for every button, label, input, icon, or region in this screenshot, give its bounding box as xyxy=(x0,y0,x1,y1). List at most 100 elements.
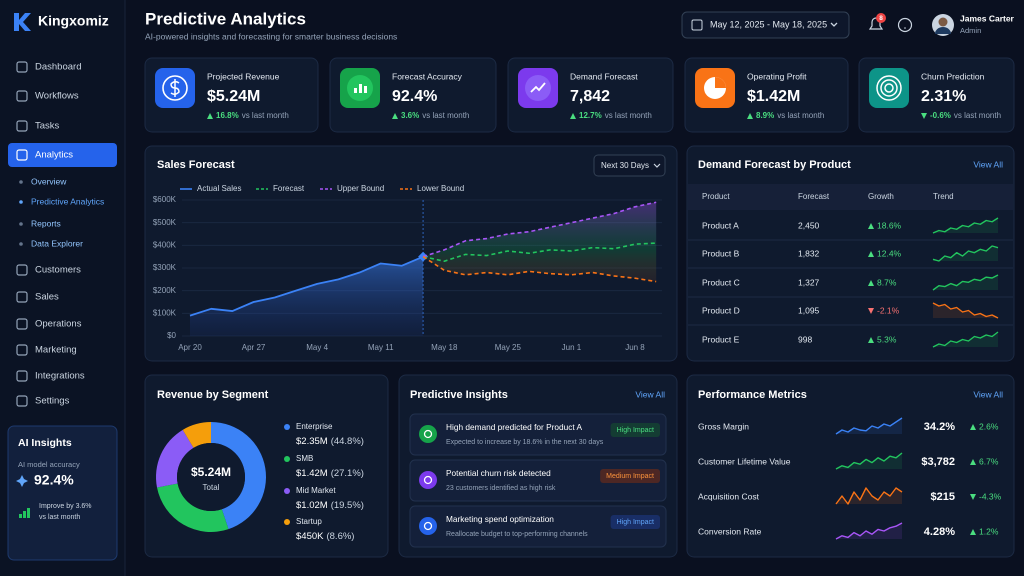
nav-item[interactable]: Workflows xyxy=(35,91,79,102)
sparkline xyxy=(835,522,903,540)
metric-value: 34.2% xyxy=(924,421,955,433)
insight-icon-glyph xyxy=(423,521,433,531)
kpi-title: Operating Profit xyxy=(747,71,807,81)
page-subtitle: AI-powered insights and forecasting for … xyxy=(145,31,397,41)
arrow-up xyxy=(970,529,976,535)
legend-value-line: $450K (8.6%) xyxy=(296,531,354,542)
subnav-item[interactable]: Predictive Analytics xyxy=(31,196,104,206)
kpi-compare: vs last month xyxy=(954,111,1001,120)
nav-item[interactable]: Operations xyxy=(35,319,82,330)
legend-value: $450K xyxy=(296,531,324,542)
subnav-dot xyxy=(19,222,23,226)
sparkline xyxy=(932,274,999,291)
metric-change: -4.3% xyxy=(979,491,1002,501)
legend-label: Mid Market xyxy=(296,486,336,495)
nav-icon xyxy=(16,370,28,382)
insight-detail: Expected to increase by 18.6% in the nex… xyxy=(446,439,604,446)
x-tick-label: May 18 xyxy=(431,343,458,352)
chart-title: Sales Forecast xyxy=(157,159,235,171)
ai-note: Improve by 3.6% xyxy=(39,503,92,510)
view-all[interactable]: View All xyxy=(973,159,1003,169)
bars-icon xyxy=(27,508,30,518)
range-dropdown[interactable] xyxy=(593,154,666,177)
ai-insights-box xyxy=(7,425,118,561)
avatar-body xyxy=(935,27,951,34)
icon-glyph xyxy=(354,88,357,93)
kpi-change: 12.7% xyxy=(579,111,602,120)
ai-title: AI Insights xyxy=(18,437,72,449)
kpi-change: 8.9% xyxy=(756,111,774,120)
growth-value: -2.1% xyxy=(877,305,900,315)
product-name: Product D xyxy=(702,305,740,315)
legend-label: Actual Sales xyxy=(197,184,241,193)
sparkline xyxy=(932,217,999,234)
metric-change: 6.7% xyxy=(979,456,999,466)
metric-name: Conversion Rate xyxy=(698,526,762,536)
notification-badge xyxy=(876,13,886,23)
date-range[interactable]: May 12, 2025 - May 18, 2025 xyxy=(710,19,827,29)
x-tick-label: May 25 xyxy=(495,343,522,352)
date-picker[interactable] xyxy=(681,11,850,39)
subnav-item[interactable]: Reports xyxy=(31,218,61,228)
x-tick-label: May 11 xyxy=(368,343,394,352)
nav-item[interactable]: Sales xyxy=(35,292,59,303)
insight-detail: Reallocate budget to top-performing chan… xyxy=(446,531,588,538)
arrow-up xyxy=(868,251,874,257)
nav-item[interactable]: Customers xyxy=(35,265,81,276)
nav-icon xyxy=(16,291,28,303)
y-tick-label: $200K xyxy=(153,286,177,295)
page-title: Predictive Analytics xyxy=(145,9,306,28)
legend-label: Forecast xyxy=(273,184,305,193)
icon-glyph xyxy=(884,83,894,93)
card-title: Performance Metrics xyxy=(698,389,807,401)
range-value[interactable]: Next 30 Days xyxy=(601,161,649,170)
icon-glyph xyxy=(876,75,902,101)
arrow-up xyxy=(207,113,213,119)
sparkline xyxy=(932,245,999,262)
ai-label: AI model accuracy xyxy=(18,460,80,469)
view-all[interactable]: View All xyxy=(635,389,665,399)
kpi-change-line: 8.9% vs last month xyxy=(756,111,824,120)
arrow-up xyxy=(868,280,874,286)
sparkline xyxy=(835,452,903,470)
view-all[interactable]: View All xyxy=(973,389,1003,399)
avatar-head xyxy=(938,17,948,27)
area xyxy=(190,256,424,336)
product-name: Product A xyxy=(702,220,739,230)
x-tick-label: May 4 xyxy=(306,343,328,352)
impact-badge xyxy=(600,469,660,483)
nav-icon xyxy=(16,264,28,276)
nav-item[interactable]: Integrations xyxy=(35,371,85,382)
x-tick-label: Apr 20 xyxy=(178,343,202,352)
kpi-value: 92.4% xyxy=(392,88,437,105)
series-line xyxy=(422,255,657,283)
insight-item[interactable] xyxy=(409,413,667,456)
nav-item[interactable]: Tasks xyxy=(35,121,60,132)
kpi-change-line: 16.8% vs last month xyxy=(216,111,289,120)
icon-glyph xyxy=(170,79,180,97)
nav-item[interactable]: Analytics xyxy=(35,150,73,161)
series-line xyxy=(422,242,657,263)
kpi-icon-bg xyxy=(869,68,909,108)
impact-label: Medium Impact xyxy=(606,473,654,480)
legend-percent: (27.1%) xyxy=(331,468,364,479)
insight-title: Marketing spend optimization xyxy=(446,514,554,524)
insight-item[interactable] xyxy=(409,505,667,548)
subnav-item[interactable]: Data Explorer xyxy=(31,238,83,248)
donut-slice xyxy=(182,422,211,448)
column-header: Growth xyxy=(868,192,894,201)
arrow-down xyxy=(970,494,976,500)
impact-badge xyxy=(610,423,660,437)
subnav-item[interactable]: Overview xyxy=(31,176,67,186)
legend-value: $1.02M xyxy=(296,500,328,511)
help-icon[interactable] xyxy=(897,17,913,33)
nav-active xyxy=(8,143,117,167)
series-line xyxy=(422,201,657,258)
nav-item[interactable]: Marketing xyxy=(35,345,77,356)
nav-item[interactable]: Settings xyxy=(35,396,70,407)
bars-icon xyxy=(19,514,22,518)
insight-icon-glyph xyxy=(423,475,433,485)
nav-item[interactable]: Dashboard xyxy=(35,62,81,73)
metric-value: $3,782 xyxy=(921,456,955,468)
